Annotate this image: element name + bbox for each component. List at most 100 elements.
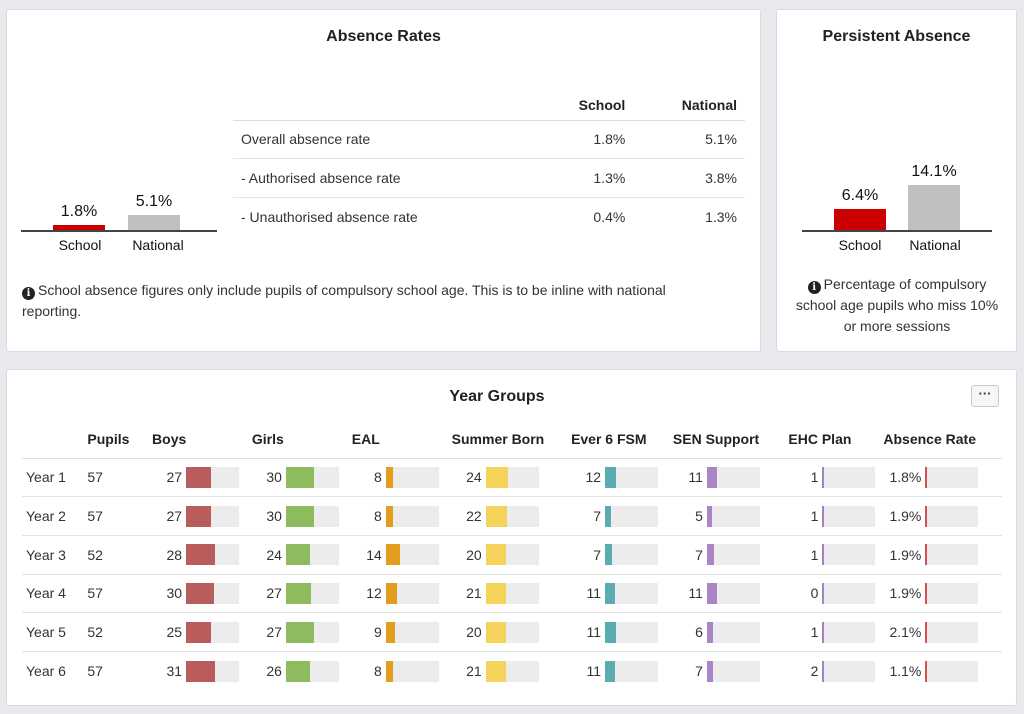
girls-bar-fill xyxy=(285,660,310,682)
boys-cell: 30 xyxy=(148,574,248,614)
more-options-button[interactable]: ··· xyxy=(971,385,999,407)
ehc-bar-track xyxy=(822,621,876,643)
national-value-label: 5.1% xyxy=(135,193,173,210)
ehc-cell: 1 xyxy=(784,535,880,575)
fsm-bar-fill xyxy=(605,582,616,604)
absence-cell: 2.1% xyxy=(879,612,1002,652)
girls-cell: 27 xyxy=(247,574,348,614)
boys-bar-track xyxy=(186,621,240,643)
boys-value: 25 xyxy=(166,624,183,641)
school-rate: 1.3% xyxy=(535,158,634,198)
eal-cell: 9 xyxy=(347,612,448,652)
persistent-absence-card: Persistent Absence 6.4% 14.1% School Nat… xyxy=(776,9,1017,352)
year-label: Year 2 xyxy=(22,496,84,536)
pupils-count: 52 xyxy=(83,612,149,652)
boys-bar-fill xyxy=(186,582,215,604)
ehc-value: 2 xyxy=(810,663,819,680)
school-category-label: School xyxy=(58,237,102,253)
national-bar xyxy=(908,185,960,230)
absence-cell: 1.9% xyxy=(879,535,1002,575)
eal-bar-fill xyxy=(385,660,393,682)
absence-note: i School absence figures only include pup… xyxy=(22,280,722,322)
table-row: - Authorised absence rate 1.3% 3.8% xyxy=(233,158,745,198)
eal-header: EAL xyxy=(347,421,448,459)
absence-bar-track xyxy=(925,582,979,604)
boys-bar-track xyxy=(186,544,240,566)
girls-value: 26 xyxy=(266,663,282,680)
girls-value: 30 xyxy=(266,508,282,525)
eal-bar-track xyxy=(385,544,439,566)
boys-value: 28 xyxy=(166,546,183,563)
year-label: Year 4 xyxy=(22,574,84,614)
ehc-bar-track xyxy=(822,544,876,566)
absence-bar-fill xyxy=(925,466,928,488)
summer-born-cell: 20 xyxy=(447,612,568,652)
year-header xyxy=(22,421,84,459)
fsm-value: 11 xyxy=(586,585,602,602)
table-row: Year 5 52 25 27 9 20 11 6 1 2.1% xyxy=(22,612,1002,652)
sen-value: 7 xyxy=(695,663,703,680)
year-label: Year 5 xyxy=(22,612,84,652)
summer-born-header: Summer Born xyxy=(447,421,568,459)
summer-born-value: 22 xyxy=(466,508,482,525)
eal-value: 8 xyxy=(373,663,382,680)
eal-bar-fill xyxy=(385,544,400,566)
boys-value: 31 xyxy=(166,663,183,680)
absence-rates-chart: 1.8% 5.1% School National xyxy=(21,160,217,270)
boys-bar-fill xyxy=(186,466,212,488)
sen-bar-track xyxy=(706,544,760,566)
sen-header: SEN Support xyxy=(668,421,785,459)
rate-label: Overall absence rate xyxy=(233,120,536,159)
national-rate: 5.1% xyxy=(633,120,745,159)
sen-value: 5 xyxy=(695,508,703,525)
sen-bar-track xyxy=(706,660,760,682)
boys-cell: 31 xyxy=(148,651,248,690)
sen-cell: 7 xyxy=(668,535,785,575)
absence-rates-card: Absence Rates 1.8% 5.1% School National … xyxy=(6,9,761,352)
absence-cell: 1.8% xyxy=(879,458,1002,498)
eal-bar-fill xyxy=(385,505,393,527)
ehc-cell: 2 xyxy=(784,651,879,690)
boys-bar-fill xyxy=(186,505,212,527)
eal-cell: 8 xyxy=(347,458,448,498)
summer-born-bar-track xyxy=(485,621,539,643)
year-groups-title: Year Groups xyxy=(449,388,545,405)
absence-rate-header: Absence Rate xyxy=(879,421,1002,459)
absence-note-text: School absence figures only include pupi… xyxy=(22,282,666,319)
sen-cell: 5 xyxy=(668,496,785,536)
fsm-bar-track xyxy=(605,466,659,488)
summer-born-bar-fill xyxy=(485,505,507,527)
fsm-value: 11 xyxy=(586,624,602,641)
ehc-bar-fill xyxy=(822,466,825,488)
sen-cell: 6 xyxy=(668,612,785,652)
ehc-value: 1 xyxy=(810,546,819,563)
fsm-value: 11 xyxy=(586,663,602,680)
eal-value: 12 xyxy=(366,585,382,602)
girls-bar-track xyxy=(285,660,339,682)
girls-bar-track xyxy=(285,466,339,488)
school-header: School xyxy=(535,90,634,121)
table-header-row: School National xyxy=(233,90,745,121)
girls-bar-track xyxy=(285,505,339,527)
pupils-count: 57 xyxy=(83,458,149,498)
boys-bar-fill xyxy=(186,660,216,682)
eal-bar-track xyxy=(385,466,439,488)
sen-value: 11 xyxy=(688,469,703,486)
fsm-cell: 11 xyxy=(567,612,669,652)
sen-bar-track xyxy=(706,621,760,643)
girls-cell: 24 xyxy=(247,535,348,575)
boys-bar-fill xyxy=(186,621,212,643)
sen-value: 6 xyxy=(695,624,703,641)
sen-bar-fill xyxy=(706,466,717,488)
pupils-count: 57 xyxy=(87,663,103,680)
fsm-bar-fill xyxy=(605,660,616,682)
absence-value: 2.1% xyxy=(889,624,922,641)
eal-bar-track xyxy=(385,505,439,527)
year-label: Year 6 xyxy=(26,663,66,680)
ehc-bar-track xyxy=(822,466,876,488)
ehc-bar-fill xyxy=(822,621,825,643)
info-icon: i xyxy=(22,287,35,300)
girls-cell: 30 xyxy=(247,458,348,498)
chart-axis xyxy=(802,230,992,232)
girls-bar-track xyxy=(285,621,339,643)
